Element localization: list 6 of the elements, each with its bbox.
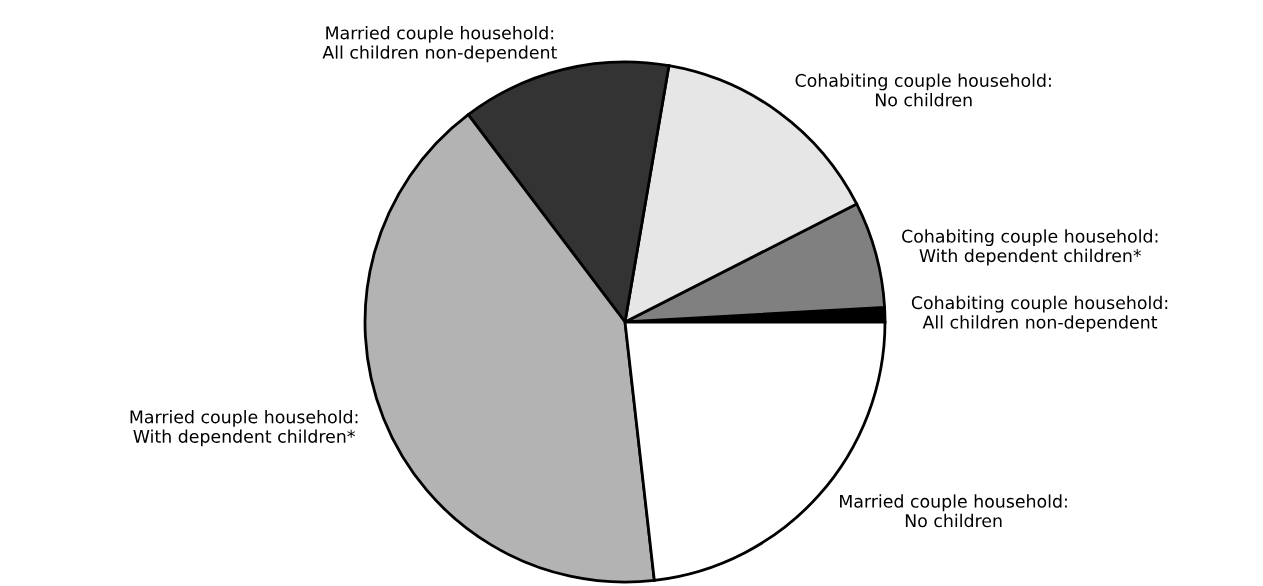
slice-label: Cohabiting couple household: With dependent children* (902, 229, 1158, 266)
slice-label: Married couple household: No children (840, 494, 1067, 528)
slice-label: Married couple household: All children non-dependent (322, 25, 557, 63)
slice-label: Cohabiting couple household: No children (795, 73, 1051, 107)
slice-label: Married couple household: With dependent children* (130, 410, 358, 447)
slice-label: Cohabiting couple household: All children non-dependent (911, 295, 1168, 333)
